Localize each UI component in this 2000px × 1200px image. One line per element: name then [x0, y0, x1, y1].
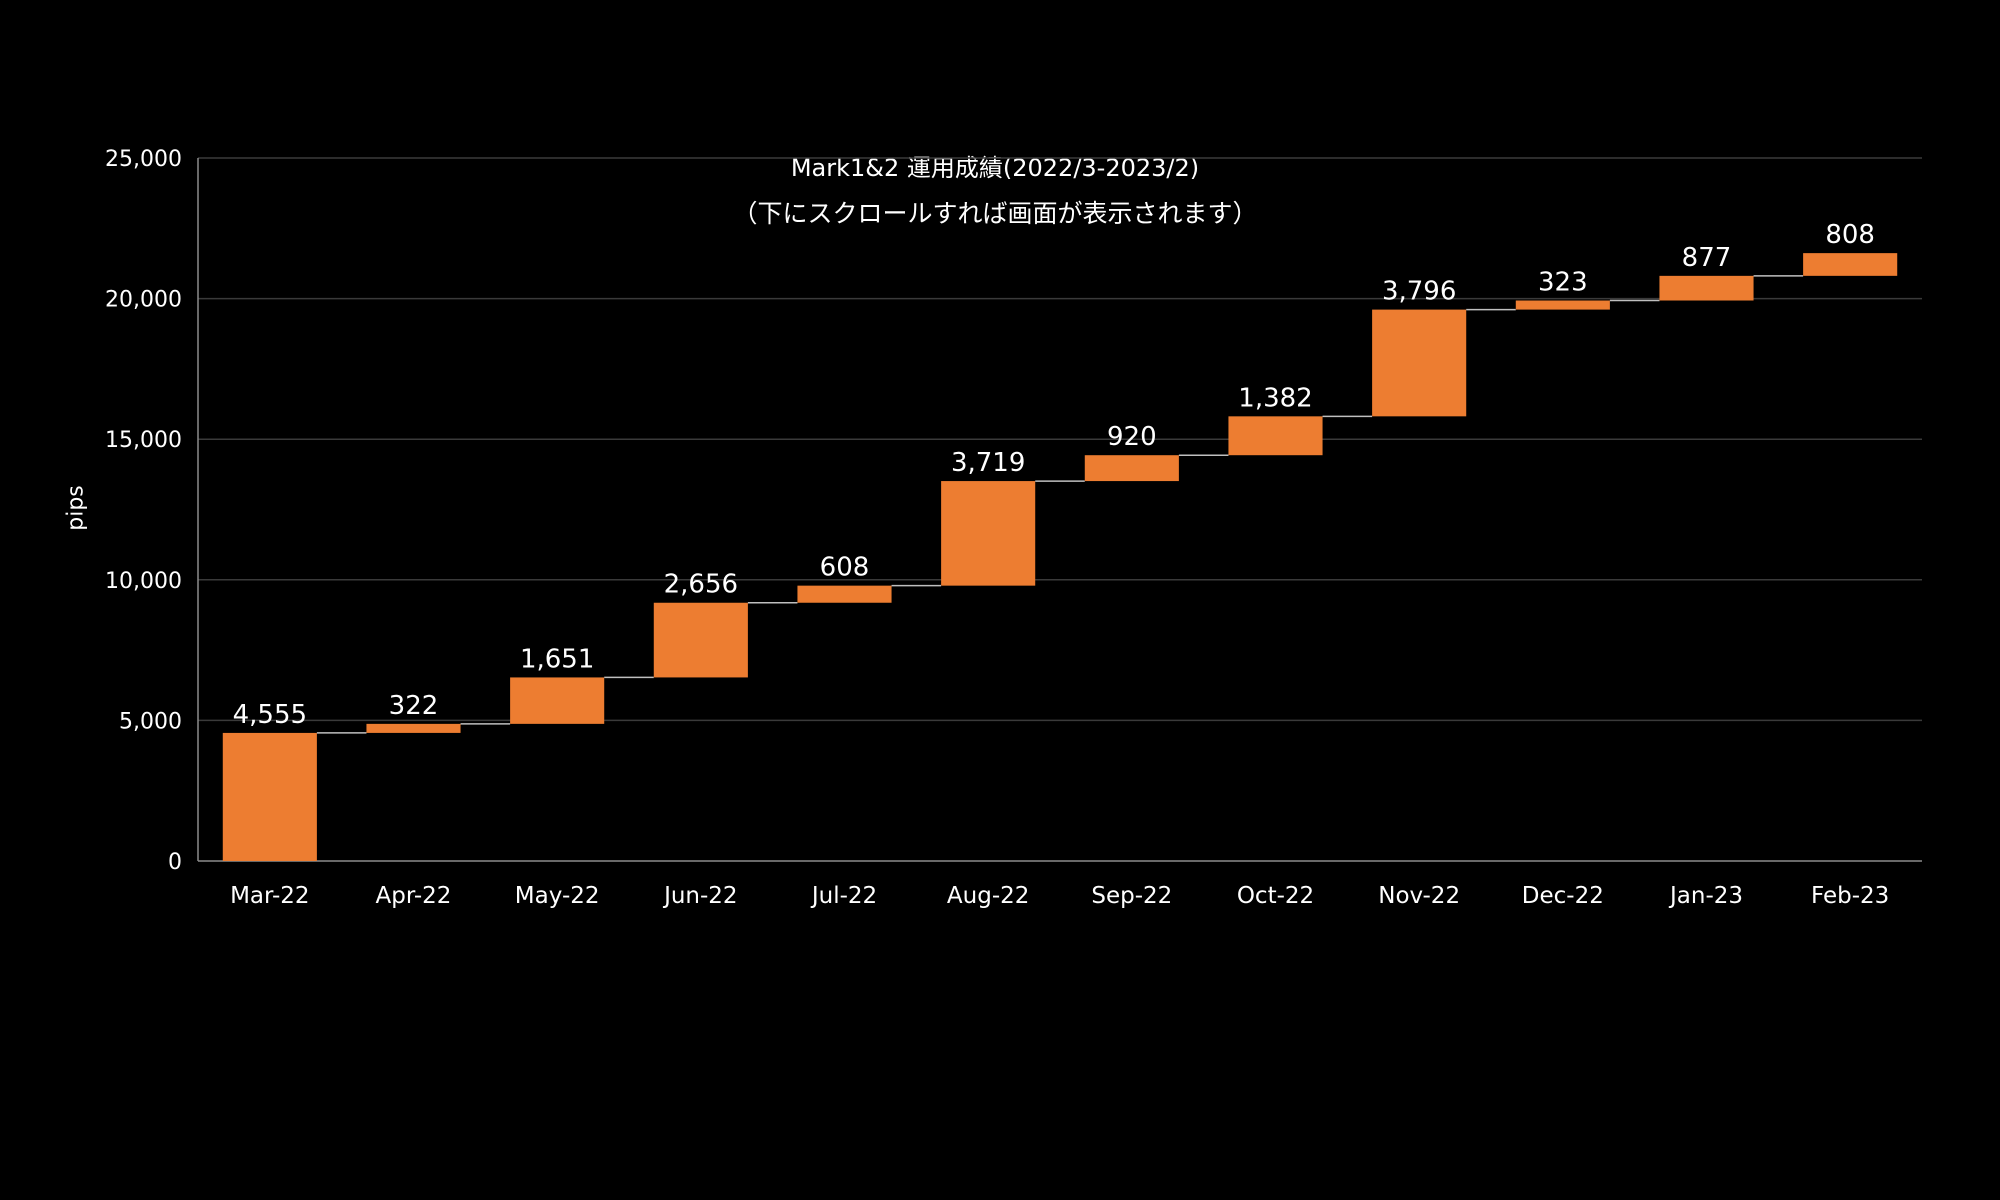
- y-tick-label: 10,000: [105, 569, 182, 594]
- data-label: 3,719: [951, 448, 1025, 478]
- x-tick-label: Aug-22: [947, 883, 1029, 909]
- chart-subtitle: （下にスクロールすれば画面が表示されます）: [732, 199, 1258, 228]
- waterfall-bar: [366, 723, 461, 733]
- x-tick-label: Apr-22: [376, 883, 452, 909]
- y-tick-label: 15,000: [105, 428, 182, 453]
- data-label: 2,656: [664, 570, 738, 600]
- x-tick-label: Jun-22: [662, 883, 738, 909]
- x-tick-label: Dec-22: [1522, 883, 1604, 909]
- data-label: 1,651: [520, 644, 594, 674]
- waterfall-bar: [222, 732, 317, 861]
- waterfall-bar: [1228, 416, 1323, 456]
- waterfall-bar: [510, 677, 605, 724]
- x-tick-label: Oct-22: [1237, 883, 1314, 909]
- y-tick-label: 25,000: [105, 147, 182, 172]
- y-tick-label: 0: [168, 850, 182, 875]
- data-label: 322: [389, 691, 439, 721]
- x-tick-label: Sep-22: [1091, 883, 1172, 909]
- waterfall-bar: [653, 602, 748, 678]
- y-tick-label: 20,000: [105, 288, 182, 313]
- waterfall-bar: [1515, 300, 1610, 310]
- waterfall-bar: [1659, 275, 1754, 301]
- data-label: 808: [1825, 220, 1875, 250]
- x-tick-label: Jul-22: [810, 883, 877, 909]
- x-tick-label: May-22: [515, 883, 600, 909]
- data-label: 920: [1107, 422, 1157, 452]
- x-tick-label: Feb-23: [1811, 883, 1889, 909]
- waterfall-bar: [941, 481, 1036, 586]
- data-label: 4,555: [233, 700, 307, 730]
- data-label: 1,382: [1238, 383, 1312, 413]
- waterfall-bar: [1372, 309, 1467, 417]
- waterfall-bar: [797, 585, 892, 603]
- data-label: 323: [1538, 268, 1588, 298]
- data-label: 3,796: [1382, 277, 1456, 307]
- waterfall-bar: [1084, 455, 1179, 482]
- waterfall-bar: [1803, 253, 1898, 276]
- data-label: 608: [820, 553, 870, 583]
- y-tick-label: 5,000: [119, 709, 182, 734]
- data-label: 877: [1682, 243, 1732, 273]
- x-tick-label: Mar-22: [230, 883, 310, 909]
- x-tick-label: Jan-23: [1668, 883, 1743, 909]
- x-tick-label: Nov-22: [1378, 883, 1460, 909]
